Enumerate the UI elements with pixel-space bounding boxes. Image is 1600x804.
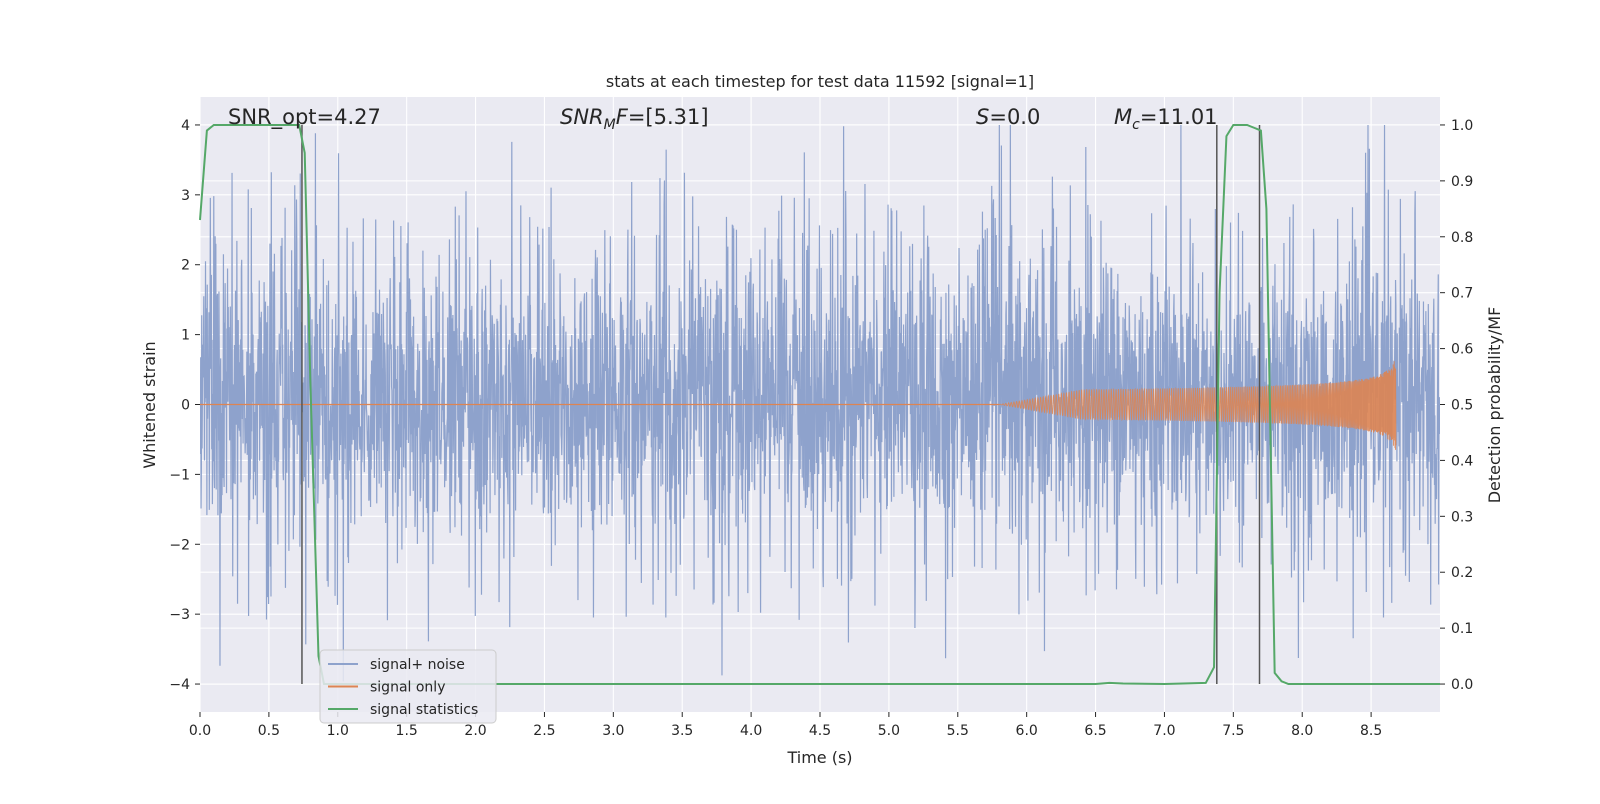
x-tick-label: 5.0: [878, 723, 900, 739]
y-left-tick-label: −2: [169, 537, 190, 553]
y-left-tick-label: 0: [181, 398, 190, 414]
y-right-tick-label: 0.6: [1451, 342, 1473, 358]
x-tick-label: 1.5: [396, 723, 418, 739]
x-tick-label: 6.5: [1084, 723, 1106, 739]
x-tick-label: 4.0: [740, 723, 762, 739]
x-tick-label: 3.0: [602, 723, 624, 739]
annotation-s: S=0.0: [976, 105, 1040, 129]
annotation-s-value: =0.0: [989, 105, 1040, 129]
y-right-tick-label: 0.4: [1451, 453, 1473, 469]
y-left-tick-label: −3: [169, 607, 190, 623]
legend-box: [319, 649, 497, 724]
x-tick-label: 0.5: [258, 723, 280, 739]
x-tick-label: 5.5: [947, 723, 969, 739]
y-right-tick-label: 0.8: [1451, 230, 1473, 246]
y-left-tick-label: −1: [169, 467, 190, 483]
chart-title: stats at each timestep for test data 115…: [606, 72, 1034, 91]
legend-label: signal only: [370, 680, 445, 696]
y-left-tick-label: 3: [181, 188, 190, 204]
series-signal-plus-noise: [200, 124, 1440, 682]
y-axis-label-right: Detection probability/MF: [1485, 307, 1504, 504]
legend-label: signal+ noise: [370, 657, 465, 673]
y-left-tick-label: 2: [181, 258, 190, 274]
x-tick-label: 7.5: [1222, 723, 1244, 739]
annotation-snr-mf: SNRMF=[5.31]: [560, 105, 709, 133]
y-left-tick-label: −4: [169, 677, 190, 693]
x-axis-label: Time (s): [786, 748, 852, 767]
annotation-s-symbol: S: [976, 105, 989, 129]
series-signal-only: [999, 361, 1397, 450]
y-right-tick-label: 1.0: [1451, 118, 1473, 134]
x-tick-label: 3.5: [671, 723, 693, 739]
legend-label: signal statistics: [370, 702, 478, 718]
annotation-snr-mf-subscript: M: [604, 117, 616, 133]
y-right-tick-label: 0.1: [1451, 621, 1473, 637]
y-right-tick-label: 0.3: [1451, 509, 1473, 525]
x-tick-label: 8.0: [1291, 723, 1313, 739]
y-right-tick-label: 0.0: [1451, 677, 1473, 693]
x-tick-label: 0.0: [189, 723, 211, 739]
y-left-tick-label: 4: [181, 118, 190, 134]
annotation-snr-mf-symbol: SNR: [560, 105, 604, 129]
y-right-tick-label: 0.2: [1451, 565, 1473, 581]
annotation-snr-opt: SNR_opt=4.27: [228, 105, 381, 130]
x-tick-label: 4.5: [809, 723, 831, 739]
x-tick-label: 7.0: [1153, 723, 1175, 739]
y-right-tick-label: 0.9: [1451, 174, 1473, 190]
annotation-mc: Mc=11.01: [1114, 105, 1218, 133]
annotation-mc-subscript: c: [1132, 117, 1140, 133]
y-axis-label-left: Whitened strain: [140, 341, 159, 468]
x-tick-label: 6.0: [1016, 723, 1038, 739]
y-right-tick-label: 0.5: [1451, 398, 1473, 414]
annotation-snr-mf-value: =[5.31]: [628, 105, 709, 129]
x-tick-label: 8.5: [1360, 723, 1382, 739]
y-right-tick-label: 0.7: [1451, 286, 1473, 302]
annotation-mc-value: =11.01: [1140, 105, 1218, 129]
series-signal-statistics: [199, 123, 1440, 686]
legend: signal+ noise signal only signal statistic…: [319, 649, 497, 724]
y-left-tick-label: 1: [181, 328, 190, 344]
x-tick-label: 2.5: [533, 723, 555, 739]
x-tick-label: 1.0: [327, 723, 349, 739]
annotation-snr-mf-symbol-f: F: [616, 105, 629, 129]
x-tick-label: 2.0: [464, 723, 486, 739]
annotation-mc-symbol: M: [1114, 105, 1132, 129]
